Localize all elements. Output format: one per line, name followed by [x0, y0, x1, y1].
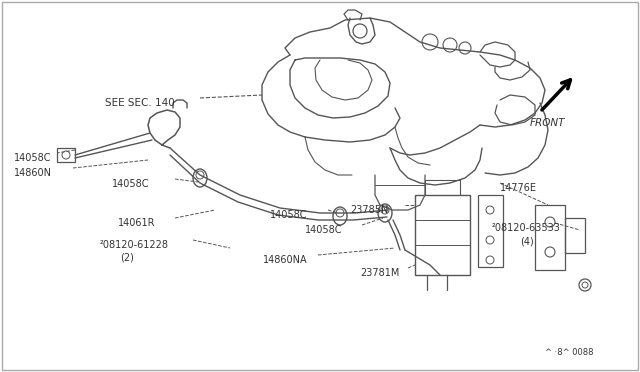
Text: 14061R: 14061R [118, 218, 156, 228]
Text: 14058C: 14058C [270, 210, 307, 220]
Text: (4): (4) [520, 236, 534, 246]
Bar [478, 195, 503, 267]
Text: SEE SEC. 140: SEE SEC. 140 [105, 98, 175, 108]
Bar [535, 205, 565, 270]
Text: FRONT: FRONT [530, 118, 566, 128]
Text: 14860N: 14860N [14, 168, 52, 178]
Text: (2): (2) [120, 252, 134, 262]
Text: ²08120-61228: ²08120-61228 [100, 240, 169, 250]
Text: 14776E: 14776E [500, 183, 537, 193]
Bar [415, 195, 470, 275]
Text: 14058C: 14058C [14, 153, 51, 163]
Bar [565, 218, 585, 253]
Text: 14860NA: 14860NA [263, 255, 308, 265]
Text: ²08120-63533: ²08120-63533 [492, 223, 561, 233]
Text: 23785N: 23785N [350, 205, 388, 215]
Text: 23781M: 23781M [360, 268, 399, 278]
Text: 14058C: 14058C [112, 179, 150, 189]
Text: 14058C: 14058C [305, 225, 342, 235]
Text: ^ ·8^ 0088: ^ ·8^ 0088 [545, 348, 593, 357]
Bar [57, 148, 75, 162]
